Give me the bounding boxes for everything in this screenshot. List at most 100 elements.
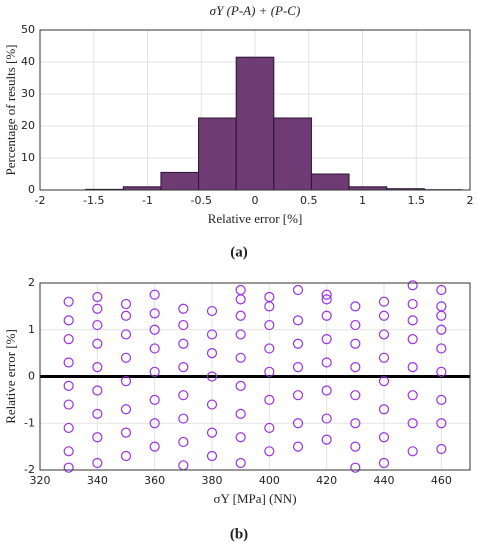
x-tick-label: 340 — [87, 474, 108, 487]
point — [235, 432, 246, 443]
point — [264, 446, 275, 457]
point — [206, 305, 218, 317]
point — [264, 422, 275, 434]
point — [350, 301, 361, 312]
y-tick-label: 0 — [28, 370, 35, 383]
point — [292, 441, 304, 452]
point — [63, 446, 74, 457]
point — [92, 291, 103, 303]
x-axis-label: σY [MPa] (NN) — [213, 491, 296, 506]
point — [120, 310, 132, 321]
point — [92, 457, 103, 469]
point — [292, 315, 304, 326]
y-tick-label: 20 — [21, 119, 35, 132]
point — [178, 338, 189, 349]
point — [178, 319, 189, 331]
point — [63, 315, 74, 326]
x-tick-label: 440 — [374, 474, 395, 487]
point — [378, 376, 390, 387]
x-tick-label: 460 — [431, 474, 452, 487]
point — [321, 289, 332, 300]
x-tick-label: 360 — [144, 474, 165, 487]
point — [350, 418, 361, 429]
point — [178, 436, 189, 448]
x-tick-label: 1.5 — [408, 194, 426, 207]
x-tick-label: 400 — [259, 474, 280, 487]
point — [235, 352, 246, 363]
point — [206, 371, 218, 382]
point — [292, 390, 304, 401]
point — [63, 462, 74, 473]
point — [120, 329, 132, 340]
caption: (a) — [230, 244, 248, 260]
point — [149, 366, 160, 377]
y-tick-label: 50 — [21, 23, 35, 36]
point — [92, 408, 103, 419]
point — [350, 319, 361, 331]
point — [436, 443, 447, 455]
point — [235, 457, 246, 469]
x-tick-label: 320 — [30, 474, 51, 487]
point — [120, 404, 132, 415]
point — [407, 446, 418, 457]
point — [120, 298, 132, 310]
point — [350, 441, 361, 452]
point — [350, 390, 361, 401]
point — [206, 450, 218, 462]
x-tick-label: -1.5 — [83, 194, 104, 207]
point — [63, 334, 74, 345]
point — [149, 324, 160, 335]
point — [63, 422, 74, 434]
x-tick-label: 0.5 — [300, 194, 318, 207]
point — [120, 376, 132, 387]
point — [407, 418, 418, 429]
point — [321, 294, 332, 305]
y-tick-label: 0 — [28, 183, 35, 196]
point — [178, 390, 189, 401]
point — [378, 432, 390, 443]
y-axis-label: Relative error [%] — [3, 329, 18, 424]
y-tick-label: 30 — [21, 87, 35, 100]
point — [120, 427, 132, 438]
y-tick-label: 1 — [28, 323, 35, 336]
point — [378, 296, 390, 307]
x-tick-label: 420 — [316, 474, 337, 487]
point — [292, 418, 304, 429]
point — [149, 394, 160, 405]
point — [292, 362, 304, 373]
point — [206, 399, 218, 410]
point — [206, 348, 218, 359]
point — [235, 284, 246, 296]
point — [92, 432, 103, 443]
point — [321, 357, 332, 368]
point — [378, 352, 390, 363]
point — [92, 385, 103, 396]
point — [321, 385, 332, 396]
x-tick-label: 2 — [467, 194, 474, 207]
y-tick-label: 10 — [21, 151, 35, 164]
point — [206, 329, 218, 340]
bar — [310, 173, 350, 191]
point — [321, 413, 332, 424]
point — [264, 343, 275, 354]
point — [378, 310, 390, 321]
point — [264, 319, 275, 331]
x-tick-label: -2 — [35, 194, 46, 207]
point — [92, 319, 103, 331]
axes-frame — [39, 29, 471, 191]
chart-title: σY (P-A) + (P-C) — [210, 3, 301, 18]
point — [321, 434, 332, 445]
y-tick-label: 2 — [28, 276, 35, 289]
point — [350, 338, 361, 349]
bar — [273, 117, 312, 191]
point — [178, 303, 189, 314]
point — [149, 343, 160, 354]
point — [321, 334, 332, 345]
point — [407, 315, 418, 326]
bar — [235, 56, 275, 191]
y-tick-label: -2 — [24, 463, 35, 476]
point — [149, 441, 160, 452]
point — [264, 291, 275, 303]
bar — [160, 171, 200, 191]
